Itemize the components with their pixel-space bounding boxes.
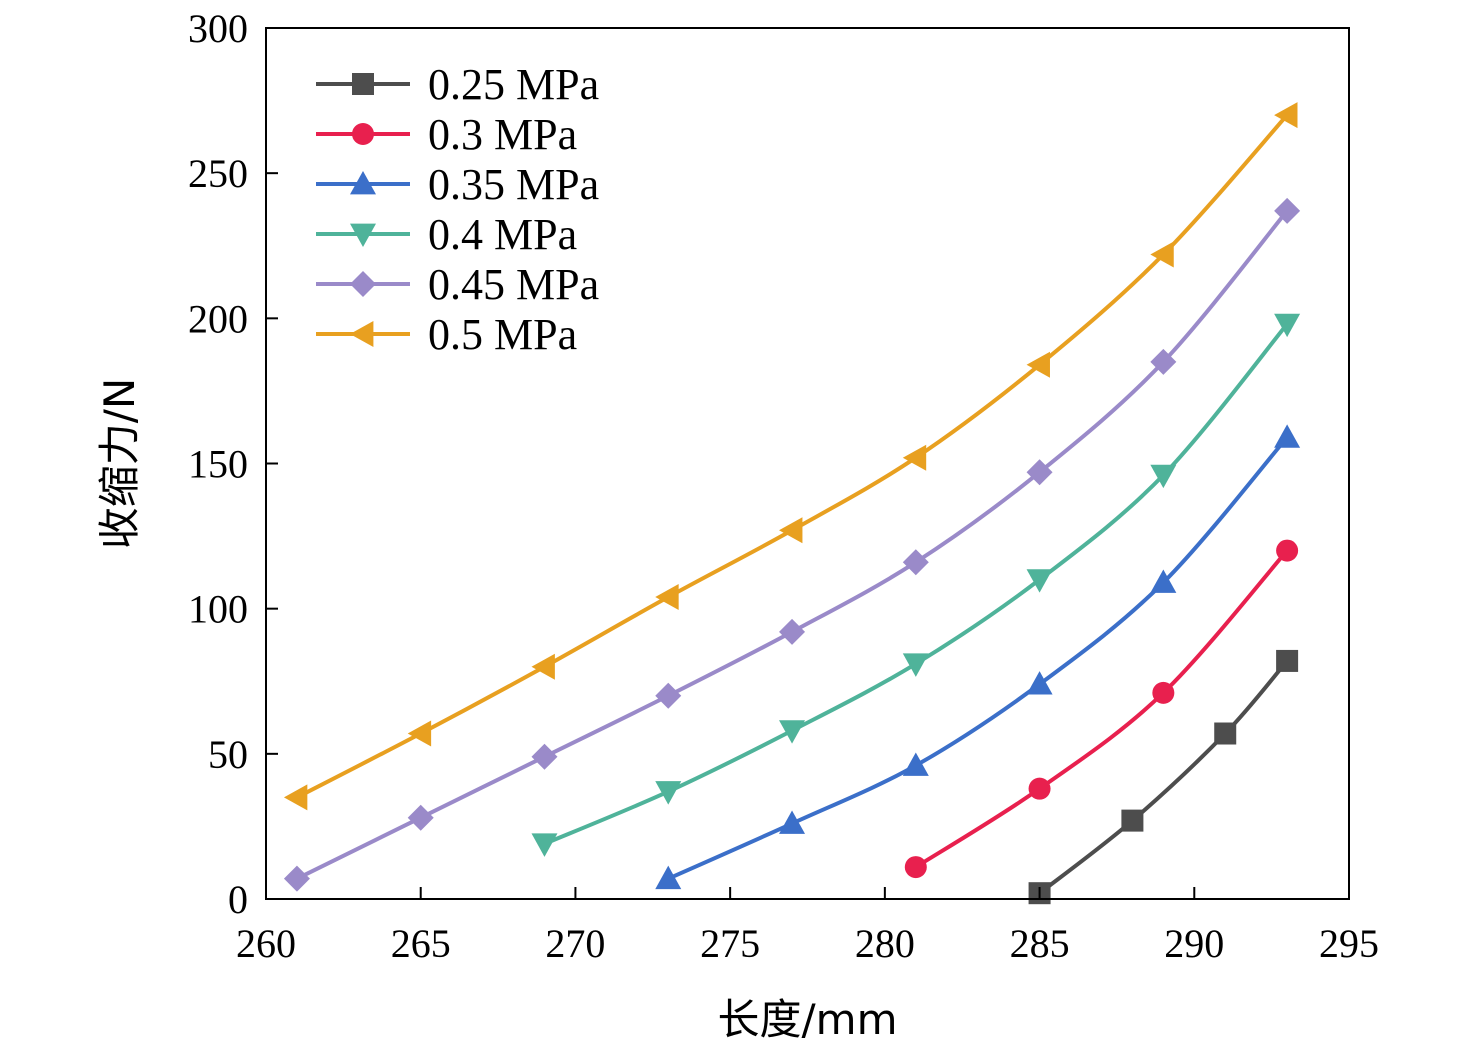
data-point (1028, 777, 1051, 800)
x-axis: 260 265 270 275 280 285 290 295 (236, 887, 1379, 966)
x-tick-label: 295 (1319, 921, 1379, 966)
data-point (902, 752, 929, 776)
data-point (1276, 539, 1299, 562)
legend-label: 0.5 MPa (428, 310, 577, 359)
data-point (1150, 348, 1177, 375)
data-point (531, 743, 558, 770)
y-tick-label: 300 (188, 6, 248, 51)
data-point (779, 618, 806, 645)
data-point (655, 781, 682, 805)
legend-swatch-marker (350, 321, 374, 347)
legend-swatch-marker (350, 171, 376, 195)
data-point (1121, 809, 1144, 832)
data-point (1150, 569, 1177, 593)
x-tick-label: 280 (855, 921, 915, 966)
y-tick-label: 150 (188, 442, 248, 487)
legend-item: 0.25 MPa (316, 60, 599, 109)
data-point (904, 856, 927, 879)
data-point (902, 444, 927, 471)
data-point (779, 517, 803, 544)
data-point (407, 720, 432, 747)
legend-label: 0.3 MPa (428, 110, 577, 159)
legend-label: 0.35 MPa (428, 160, 599, 209)
data-point (1150, 464, 1177, 489)
data-point (1214, 722, 1237, 745)
data-point (655, 865, 682, 890)
data-point (407, 804, 434, 831)
data-point (1026, 671, 1053, 695)
data-point (1274, 102, 1298, 129)
data-point (902, 653, 929, 677)
data-point (1150, 241, 1174, 268)
data-point (655, 682, 682, 709)
legend-item: 0.35 MPa (316, 160, 599, 209)
x-tick-label: 290 (1164, 921, 1224, 966)
x-tick-label: 260 (236, 921, 296, 966)
data-point (902, 549, 929, 576)
legend-item: 0.5 MPa (316, 310, 577, 359)
x-tick-label: 285 (1010, 921, 1070, 966)
legend-item: 0.4 MPa (316, 210, 577, 259)
y-axis-title: 收缩力/N (95, 378, 144, 550)
y-tick-label: 250 (188, 151, 248, 196)
data-point (283, 865, 310, 892)
data-point (1276, 649, 1299, 672)
legend-item: 0.3 MPa (316, 110, 577, 159)
legend-swatch-marker (352, 123, 374, 145)
data-point (1274, 197, 1301, 224)
data-point (1274, 313, 1301, 338)
data-point (1026, 459, 1053, 486)
legend-item: 0.45 MPa (316, 260, 599, 309)
data-point (1274, 424, 1301, 448)
x-tick-label: 275 (700, 921, 760, 966)
legend-swatch-marker (352, 73, 374, 95)
legend-label: 0.25 MPa (428, 60, 599, 109)
series-line (296, 209, 1289, 881)
series-line (914, 549, 1289, 869)
legend-swatch-marker (350, 223, 376, 247)
x-tick-label: 265 (391, 921, 451, 966)
data-point (779, 810, 806, 834)
y-tick-label: 50 (208, 732, 248, 777)
data-point (531, 653, 555, 680)
series-line (1038, 659, 1289, 895)
y-tick-label: 0 (228, 877, 248, 922)
x-axis-title: 长度/mm (718, 995, 898, 1044)
data-point (779, 720, 806, 744)
legend-swatch-marker (350, 271, 376, 297)
data-point (655, 584, 679, 611)
legend-label: 0.45 MPa (428, 260, 599, 309)
data-point (1026, 569, 1053, 593)
y-tick-label: 100 (188, 587, 248, 632)
y-tick-label: 200 (188, 296, 248, 341)
data-point (531, 833, 558, 857)
data-point (1026, 351, 1050, 378)
x-tick-label: 270 (545, 921, 605, 966)
y-axis: 0 50 100 150 200 250 300 (188, 6, 278, 922)
plot-markers (283, 102, 1301, 905)
data-point (1152, 681, 1175, 704)
data-point (283, 784, 308, 811)
legend-label: 0.4 MPa (428, 210, 577, 259)
